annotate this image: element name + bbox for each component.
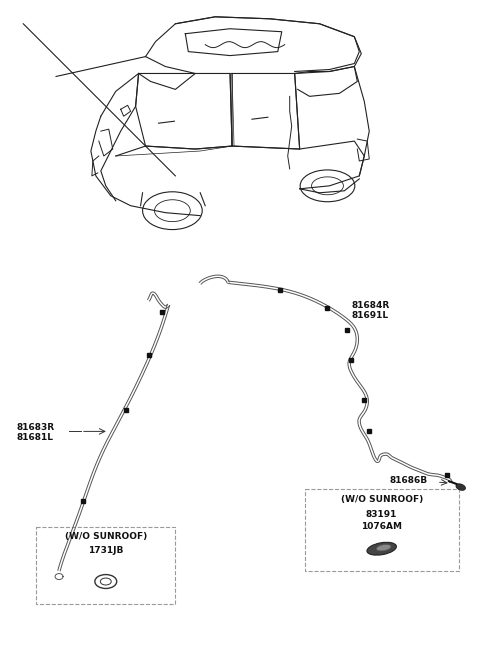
Bar <box>305 489 459 571</box>
Ellipse shape <box>376 544 391 551</box>
Text: (W/O SUNROOF): (W/O SUNROOF) <box>340 495 423 504</box>
Text: 1076AM: 1076AM <box>361 522 402 531</box>
Text: (W/O SUNROOF): (W/O SUNROOF) <box>65 533 147 541</box>
Text: 81691L: 81691L <box>351 311 388 320</box>
Text: 1731JB: 1731JB <box>88 546 123 555</box>
Text: 81684R: 81684R <box>351 301 390 310</box>
Bar <box>36 527 175 605</box>
Text: 83191: 83191 <box>366 510 397 519</box>
Ellipse shape <box>367 542 396 555</box>
Text: 81681L: 81681L <box>16 433 53 442</box>
Text: 81686B: 81686B <box>389 476 427 485</box>
Text: 81683R: 81683R <box>16 423 54 432</box>
Ellipse shape <box>456 484 466 491</box>
